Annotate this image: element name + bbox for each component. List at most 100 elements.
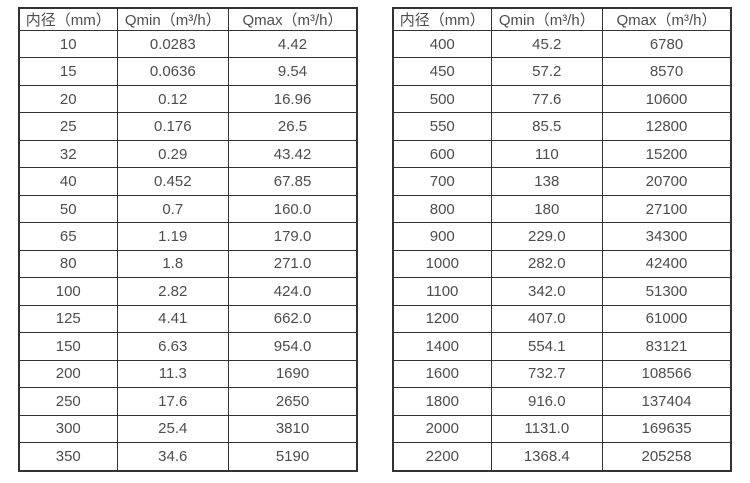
- table-cell: 4.42: [228, 29, 358, 59]
- table-row: 80 1.8 271.0: [18, 249, 358, 279]
- table-cell: 125: [18, 304, 118, 334]
- column-header: Qmin（m³/h）: [490, 7, 604, 31]
- table-cell: 700: [392, 167, 492, 196]
- table-cell: 1400: [392, 332, 492, 361]
- table-cell: 342.0: [490, 277, 604, 306]
- table-cell: 20: [18, 84, 118, 114]
- table-row: 40 0.452 67.85: [18, 167, 358, 196]
- table-row: 100 2.82 424.0: [18, 277, 358, 306]
- table-cell: 662.0: [228, 304, 358, 334]
- table-cell: 1200: [392, 304, 492, 334]
- table-cell: 34300: [602, 222, 732, 251]
- tables-row: 内径（mm） Qmin（m³/h） Qmax（m³/h） 10 0.0283 4.42 15…: [18, 7, 732, 472]
- table-cell: 1100: [392, 277, 492, 306]
- table-cell: 11.3: [116, 359, 230, 389]
- table-row: 150 6.63 954.0: [18, 332, 358, 361]
- table-cell: 6780: [602, 29, 732, 59]
- table-cell: 16.96: [228, 84, 358, 114]
- column-header: Qmax（m³/h）: [602, 7, 732, 31]
- table-cell: 2650: [228, 387, 358, 416]
- table-cell: 8570: [602, 57, 732, 86]
- table-cell: 138: [490, 167, 604, 196]
- table-row: 20 0.12 16.96: [18, 84, 358, 114]
- column-header: Qmin（m³/h）: [116, 7, 230, 31]
- table-cell: 205258: [602, 442, 732, 472]
- table-row: 2200 1368.4 205258: [392, 442, 732, 472]
- table-cell: 1000: [392, 249, 492, 279]
- table-cell: 25.4: [116, 414, 230, 444]
- table-cell: 180: [490, 194, 604, 224]
- table-cell: 137404: [602, 387, 732, 416]
- table-row: 600 110 15200: [392, 139, 732, 169]
- table-row: 450 57.2 8570: [392, 57, 732, 86]
- column-header: 内径（mm）: [392, 7, 492, 31]
- table-cell: 200: [18, 359, 118, 389]
- table-cell: 150: [18, 332, 118, 361]
- table-row: 250 17.6 2650: [18, 387, 358, 416]
- table-cell: 250: [18, 387, 118, 416]
- table-cell: 916.0: [490, 387, 604, 416]
- table-cell: 4.41: [116, 304, 230, 334]
- table-cell: 10600: [602, 84, 732, 114]
- table-cell: 51300: [602, 277, 732, 306]
- table-cell: 954.0: [228, 332, 358, 361]
- table-row: 32 0.29 43.42: [18, 139, 358, 169]
- table-cell: 407.0: [490, 304, 604, 334]
- table-cell: 424.0: [228, 277, 358, 306]
- table-cell: 43.42: [228, 139, 358, 169]
- table-row: 1800 916.0 137404: [392, 387, 732, 416]
- table-cell: 45.2: [490, 29, 604, 59]
- table-row: 500 77.6 10600: [392, 84, 732, 114]
- table-row: 700 138 20700: [392, 167, 732, 196]
- table-cell: 32: [18, 139, 118, 169]
- table-cell: 400: [392, 29, 492, 59]
- table-cell: 85.5: [490, 112, 604, 141]
- table-cell: 0.0636: [116, 57, 230, 86]
- table-row: 800 180 27100: [392, 194, 732, 224]
- table-cell: 50: [18, 194, 118, 224]
- table-cell: 10: [18, 29, 118, 59]
- table-cell: 3810: [228, 414, 358, 444]
- table-cell: 1131.0: [490, 414, 604, 444]
- table-cell: 80: [18, 249, 118, 279]
- table-cell: 34.6: [116, 442, 230, 472]
- header-row: 内径（mm） Qmin（m³/h） Qmax（m³/h）: [18, 7, 358, 31]
- table-cell: 0.7: [116, 194, 230, 224]
- table-row: 1000 282.0 42400: [392, 249, 732, 279]
- table-cell: 6.63: [116, 332, 230, 361]
- table-cell: 12800: [602, 112, 732, 141]
- table-cell: 169635: [602, 414, 732, 444]
- table-cell: 65: [18, 222, 118, 251]
- table-row: 1600 732.7 108566: [392, 359, 732, 389]
- table-cell: 27100: [602, 194, 732, 224]
- table-row: 300 25.4 3810: [18, 414, 358, 444]
- table-row: 125 4.41 662.0: [18, 304, 358, 334]
- table-row: 900 229.0 34300: [392, 222, 732, 251]
- table-cell: 0.12: [116, 84, 230, 114]
- table-cell: 282.0: [490, 249, 604, 279]
- table-cell: 20700: [602, 167, 732, 196]
- table-cell: 271.0: [228, 249, 358, 279]
- table-row: 65 1.19 179.0: [18, 222, 358, 251]
- header-row: 内径（mm） Qmin（m³/h） Qmax（m³/h）: [392, 7, 732, 31]
- table-cell: 1800: [392, 387, 492, 416]
- table-cell: 100: [18, 277, 118, 306]
- table-row: 15 0.0636 9.54: [18, 57, 358, 86]
- table-cell: 61000: [602, 304, 732, 334]
- table-cell: 1368.4: [490, 442, 604, 472]
- table-cell: 67.85: [228, 167, 358, 196]
- table-cell: 2200: [392, 442, 492, 472]
- table-cell: 800: [392, 194, 492, 224]
- table-cell: 110: [490, 139, 604, 169]
- column-header: 内径（mm）: [18, 7, 118, 31]
- table-cell: 108566: [602, 359, 732, 389]
- table-row: 1400 554.1 83121: [392, 332, 732, 361]
- table-cell: 77.6: [490, 84, 604, 114]
- table-cell: 26.5: [228, 112, 358, 141]
- table-cell: 17.6: [116, 387, 230, 416]
- table-cell: 1.19: [116, 222, 230, 251]
- table-cell: 179.0: [228, 222, 358, 251]
- table-cell: 1690: [228, 359, 358, 389]
- table-cell: 600: [392, 139, 492, 169]
